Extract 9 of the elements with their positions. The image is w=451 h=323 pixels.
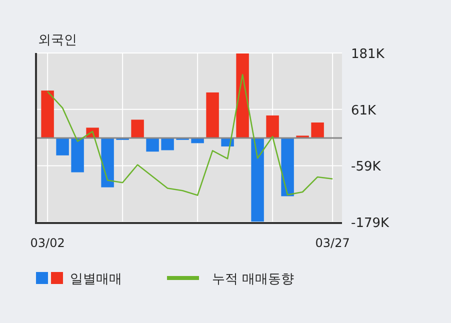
legend-label: 누적 매매동향 [212,272,294,287]
chart-title: 외국인 [38,33,77,48]
x-tick-label: 03/02 [30,236,65,250]
x-tick-label: 03/27 [315,236,350,250]
legend-label: 일별매매 [70,272,122,287]
y-tick-label: 181K [351,47,385,62]
y-tick-label: -59K [351,160,382,175]
y-tick-label: -179K [351,216,390,232]
y-tick-label: 61K [351,103,377,118]
